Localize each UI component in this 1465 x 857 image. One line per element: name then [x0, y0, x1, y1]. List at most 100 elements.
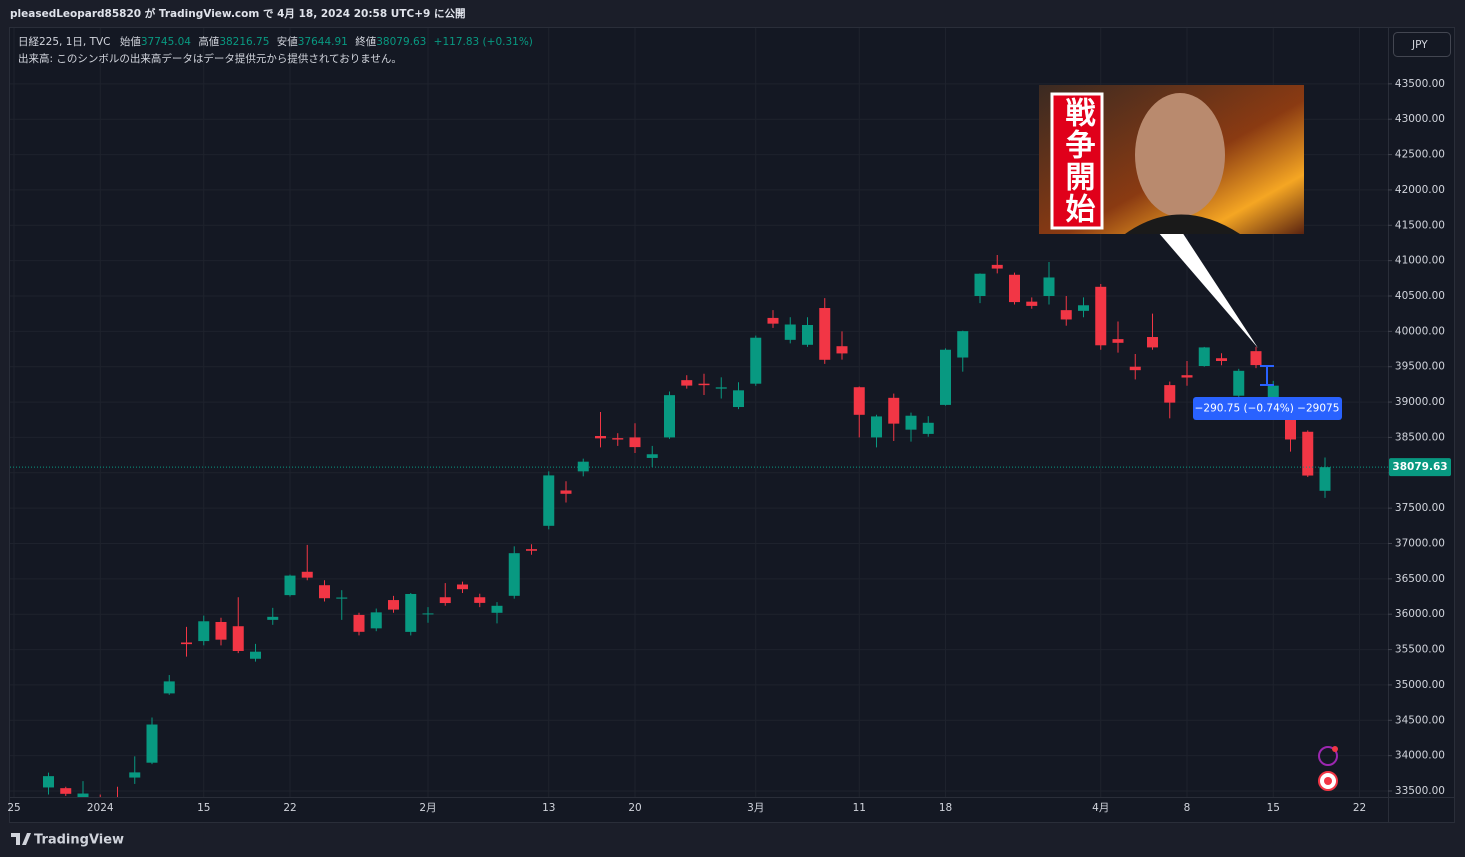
candle-body [129, 772, 141, 778]
y-tick-label: 35000.00 [1395, 679, 1445, 691]
x-tick-label: 4月 [1092, 802, 1109, 814]
y-tick-label: 41000.00 [1395, 255, 1445, 267]
candle-body [405, 593, 417, 632]
y-tick-label: 39500.00 [1395, 361, 1445, 373]
candle-body [1026, 301, 1038, 306]
candle-body [819, 308, 831, 360]
candle-body [595, 436, 606, 439]
candle-body [681, 380, 693, 386]
candle-body [60, 788, 72, 794]
y-tick-label: 42000.00 [1395, 184, 1445, 196]
candle-body [370, 612, 382, 629]
candle-body [905, 415, 917, 430]
legend-value: 38216.75 [219, 36, 269, 48]
y-tick-label: 39000.00 [1395, 396, 1445, 408]
x-tick-label: 2024 [87, 802, 114, 814]
axes: 33500.00 34000.00 34500.00 35000.00 35500.00… [7, 78, 1451, 814]
candle-body [1112, 339, 1124, 343]
candle-body [922, 422, 934, 434]
candle-body [336, 597, 348, 599]
candle-body [1302, 431, 1314, 476]
y-tick-label: 34000.00 [1395, 750, 1445, 762]
candle-body [181, 642, 192, 645]
y-tick-label: 43500.00 [1395, 78, 1445, 90]
brand-logo [11, 833, 31, 845]
candle-body [163, 681, 175, 694]
thumbnail-banner [1050, 92, 1104, 230]
thumbnail-text: 戦争開始 [1060, 97, 1096, 225]
candle-body [836, 346, 848, 354]
x-tick-label: 22 [283, 802, 296, 814]
candle-body [1319, 467, 1331, 491]
alert-icon[interactable] [1318, 746, 1338, 766]
x-tick-label: 15 [1267, 802, 1280, 814]
legend: 日経225, 1日, TVC 始値37745.04 高値38216.75 安値3… [18, 35, 533, 48]
candle-body [543, 475, 555, 526]
candle-body [1285, 407, 1296, 440]
legend-change: +117.83 (+0.31%) [434, 36, 533, 48]
candle-body [43, 776, 54, 788]
publish-line: pleasedLeopard85820 が TradingView.com で … [10, 7, 465, 20]
legend-value: 37745.04 [141, 36, 191, 48]
y-tick-label: 37500.00 [1395, 502, 1445, 514]
candle-body [957, 331, 969, 358]
candle-body [1095, 286, 1107, 346]
legend-label: 安値 [277, 35, 298, 48]
candle-body [1181, 375, 1193, 378]
candle-body [750, 337, 762, 384]
x-tick-label: 15 [197, 802, 210, 814]
y-tick-label: 40000.00 [1395, 325, 1445, 337]
candle-body [388, 600, 399, 610]
legend-label: 始値 [120, 35, 141, 48]
candle-body [1129, 366, 1141, 371]
currency-button[interactable] [1393, 32, 1451, 57]
candle-body [508, 553, 520, 596]
y-tick-label: 37000.00 [1395, 537, 1445, 549]
candle-body [612, 438, 624, 440]
candle-body [629, 437, 641, 448]
measure-label: −290.75 (−0.74%) −29075 [1195, 403, 1340, 415]
candle-body [422, 613, 434, 615]
currency-label[interactable]: JPY [1411, 39, 1428, 51]
x-tick-label: 8 [1184, 802, 1191, 814]
candle-body [991, 264, 1003, 269]
candle-body [1164, 385, 1176, 403]
candle-body [1250, 351, 1262, 366]
y-tick-label: 38500.00 [1395, 431, 1445, 443]
measure-bracket [1260, 365, 1274, 386]
y-tick-label: 41500.00 [1395, 219, 1445, 231]
candle-body [940, 349, 951, 405]
last-price-box [1389, 458, 1451, 477]
candle-body [526, 549, 537, 551]
candle-body [974, 273, 986, 297]
symbol: 日経225, 1日, TVC [18, 35, 111, 48]
candle-body [715, 387, 727, 389]
brand-name: TradingView [34, 833, 124, 848]
legend-value: 38079.63 [376, 36, 426, 48]
candle-body [1147, 337, 1158, 348]
candle-body [146, 724, 158, 763]
thumbnail-face [1135, 93, 1225, 217]
y-tick-label: 33500.00 [1395, 785, 1445, 797]
candle-body [232, 626, 244, 651]
candle-body [198, 621, 210, 642]
y-tick-label: 43000.00 [1395, 113, 1445, 125]
alert-dot [1332, 746, 1338, 752]
y-tick-label: 36500.00 [1395, 573, 1445, 585]
x-tick-label: 13 [542, 802, 555, 814]
candle-body [577, 461, 589, 472]
candle-body [698, 383, 710, 386]
legend-label: 終値 [355, 35, 376, 48]
candle-body [319, 585, 330, 599]
y-tick-label: 36000.00 [1395, 608, 1445, 620]
candle-body [1009, 274, 1020, 303]
measure-box [1193, 397, 1342, 420]
last-price-label: 38079.63 [1392, 461, 1447, 473]
candle-body [733, 390, 744, 408]
candle-body [1078, 305, 1089, 311]
legend-value: 37644.91 [298, 36, 348, 48]
y-tick-label: 35500.00 [1395, 644, 1445, 656]
x-tick-label: 18 [939, 802, 952, 814]
candle-body [77, 793, 89, 797]
